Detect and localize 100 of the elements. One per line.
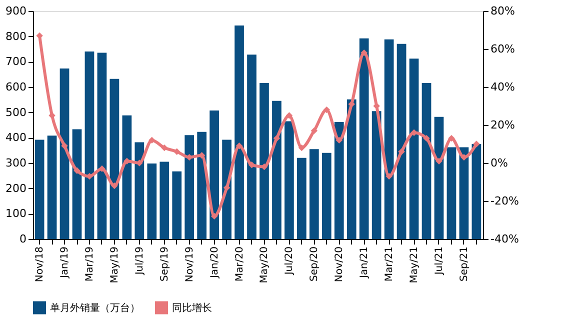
point: [373, 102, 380, 110]
x-tick-label: Mar/19: [84, 246, 96, 282]
point: [86, 172, 93, 180]
point: [161, 144, 168, 152]
y-tick-label: 300: [6, 156, 26, 170]
bar: [422, 82, 432, 239]
y2-tick-label: 0%: [490, 156, 508, 170]
point: [273, 134, 280, 142]
x-tick-label: Jul/21: [434, 246, 445, 276]
bar: [359, 38, 369, 239]
bar: [60, 68, 70, 239]
point: [223, 184, 230, 192]
point: [174, 148, 180, 155]
point: [111, 182, 118, 190]
y-tick-label: 500: [6, 106, 26, 119]
x-tick-label: Jul/20: [284, 246, 296, 276]
bar: [297, 158, 306, 239]
y2-tick-label: -20%: [490, 194, 519, 208]
y-tick-label: 800: [6, 30, 26, 43]
point: [298, 144, 306, 152]
bar: [84, 52, 94, 239]
y-tick-label: 100: [6, 207, 26, 220]
bar: [459, 147, 469, 239]
y-tick-label: 400: [6, 131, 26, 144]
bar: [346, 99, 356, 239]
bar: [210, 110, 219, 239]
y-tick-label: 600: [6, 80, 26, 94]
bar: [446, 147, 456, 239]
point: [386, 172, 392, 180]
bar: [197, 132, 207, 239]
x-tick-label: Mar/20: [234, 246, 246, 282]
x-tick-label: Mar/21: [384, 246, 396, 282]
bar: [409, 58, 419, 239]
bar: [372, 111, 382, 239]
y2-tick-label: 60%: [490, 42, 515, 56]
bar: [322, 152, 332, 239]
point: [410, 129, 418, 136]
bar: [396, 44, 406, 239]
point: [148, 136, 156, 144]
bar: [284, 121, 294, 239]
y-tick-label: 900: [6, 4, 26, 18]
bar: [34, 140, 44, 239]
point: [460, 154, 468, 161]
bar: [272, 100, 282, 239]
point: [436, 158, 442, 164]
point: [473, 140, 480, 148]
bar: [434, 116, 444, 239]
point: [348, 100, 355, 108]
bar: [147, 164, 157, 239]
y2-tick-label: 40%: [490, 80, 515, 94]
point: [286, 112, 293, 119]
bar: [309, 149, 319, 239]
x-tick-label: Sep/21: [458, 246, 470, 282]
bar: [184, 135, 194, 239]
point: [423, 134, 430, 142]
bar: [472, 144, 482, 239]
bar: [47, 136, 57, 239]
x-tick-label: Sep/20: [309, 246, 320, 282]
bar: [247, 54, 256, 239]
x-tick-label: Sep/19: [159, 246, 170, 282]
y2-tick-label: 80%: [490, 4, 515, 18]
x-tick-label: Nov/19: [184, 246, 196, 282]
x-tick-label: Nov/20: [334, 246, 346, 282]
y2-tick-label: 20%: [490, 118, 515, 132]
legend-label: 单月外销量（万台）: [50, 302, 140, 314]
point: [74, 167, 80, 174]
point: [61, 142, 68, 150]
point: [248, 162, 256, 168]
legend-label: 同比增长: [172, 302, 212, 314]
point: [360, 49, 368, 56]
y-tick-label: 700: [6, 55, 26, 68]
bar: [334, 122, 344, 239]
point: [236, 142, 243, 150]
x-tick-label: May/20: [259, 246, 270, 284]
x-tick-label: Jan/20: [209, 246, 220, 280]
y2-tick-label: -40%: [490, 232, 519, 246]
bar: [72, 129, 82, 239]
bar: [122, 115, 132, 239]
point: [323, 106, 330, 114]
x-tick-label: Jan/19: [60, 246, 71, 280]
bar: [234, 25, 244, 239]
bar: [134, 142, 144, 239]
point: [210, 212, 218, 220]
x-tick-label: May/19: [109, 246, 120, 284]
x-tick-label: Jul/19: [134, 246, 146, 276]
y-tick-label: 200: [6, 182, 26, 195]
bar: [110, 78, 120, 239]
x-tick-label: May/21: [409, 246, 420, 284]
point: [448, 134, 455, 142]
bar: [172, 171, 182, 239]
bar: [160, 162, 170, 239]
point: [336, 136, 342, 144]
x-tick-label: Nov/18: [34, 246, 46, 282]
point: [136, 160, 143, 166]
point: [398, 148, 405, 155]
bar: [384, 39, 394, 239]
point: [124, 158, 130, 164]
bar: [260, 82, 269, 239]
y-tick-label: 0: [20, 232, 26, 246]
point: [48, 112, 56, 119]
